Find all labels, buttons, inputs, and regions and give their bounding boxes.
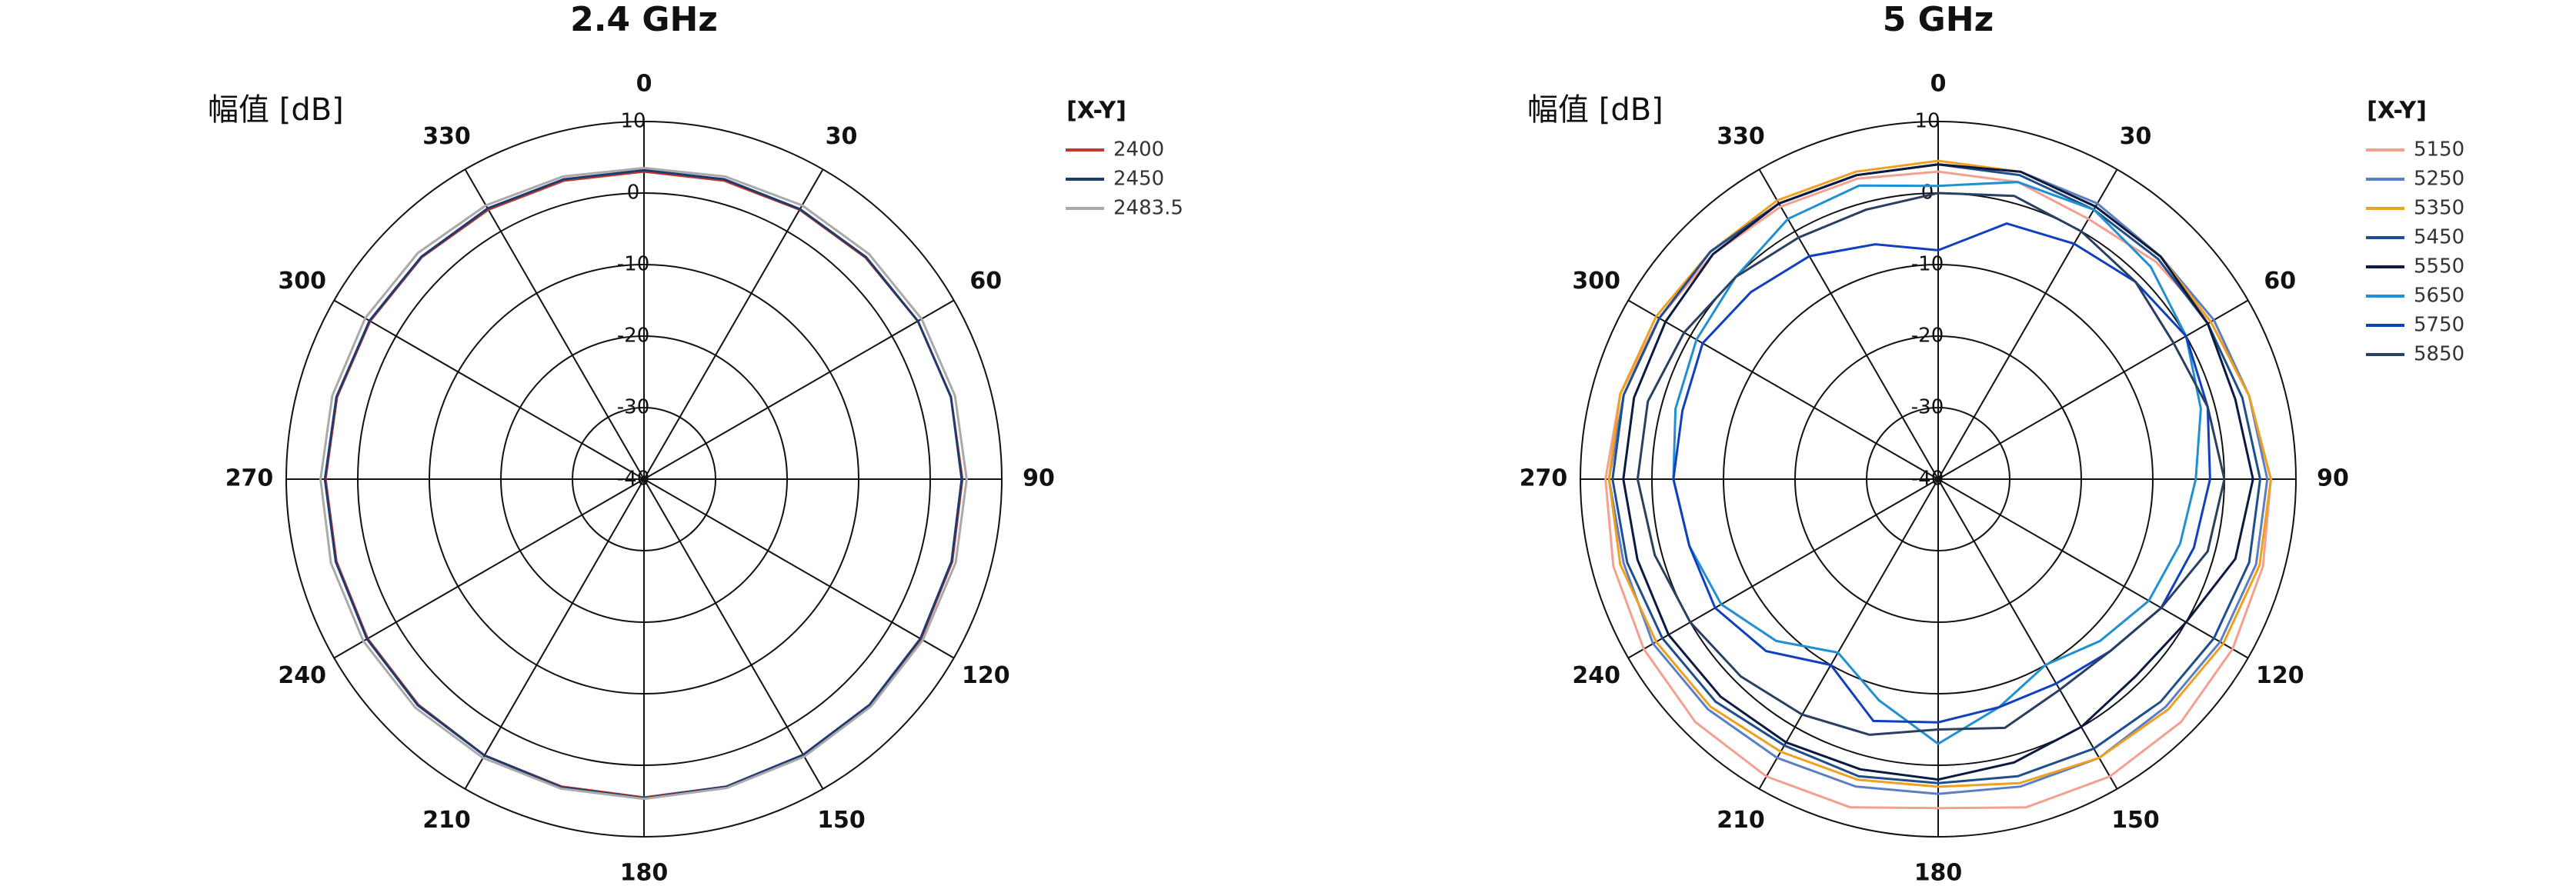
angle-tick-label: 180 — [1914, 860, 1963, 886]
radial-tick-label: 0 — [1921, 182, 1934, 205]
grid-spoke — [464, 168, 645, 480]
angle-tick-label: 90 — [1023, 465, 1055, 492]
radial-tick-label: -40 — [1911, 468, 1944, 491]
grid-spoke — [1937, 299, 2249, 480]
angle-tick-label: 30 — [826, 123, 858, 150]
radial-tick-label: -20 — [617, 325, 649, 348]
grid-spoke — [643, 478, 955, 659]
angle-tick-label: 210 — [422, 807, 471, 834]
legend-label: 5650 — [2414, 285, 2464, 308]
grid-spoke — [1627, 478, 1939, 659]
grid-spoke — [643, 168, 824, 480]
angle-tick-label: 0 — [636, 71, 652, 98]
grid-spoke — [1937, 478, 2249, 659]
grid-spoke — [1758, 168, 1939, 480]
grid-spoke — [464, 478, 645, 790]
angle-tick-label: 300 — [278, 268, 326, 295]
angle-tick-label: 60 — [2264, 268, 2296, 295]
radial-tick-label: 10 — [1914, 110, 1940, 133]
angle-tick-label: 150 — [817, 807, 866, 834]
series-line — [1672, 222, 2211, 724]
radial-tick-label: 10 — [620, 110, 646, 133]
legend-title: [X-Y] — [1066, 98, 1126, 125]
radial-tick-label: -10 — [617, 253, 649, 276]
angle-tick-label: 180 — [620, 860, 669, 886]
series-line — [319, 166, 968, 801]
legend-label: 5150 — [2414, 138, 2464, 162]
polar-chart: 5 GHz 幅值 [dB] 0 30 60 90 120 150 180 210 240 270 300… — [1520, 0, 2464, 886]
legend-title: [X-Y] — [2367, 98, 2427, 125]
radial-tick-label: 0 — [627, 182, 640, 205]
grid-spoke — [643, 478, 824, 790]
angle-tick-label: 90 — [2317, 465, 2349, 492]
angle-tick-label: 120 — [2256, 662, 2304, 689]
legend-label: 5250 — [2414, 168, 2464, 191]
angle-tick-label: 270 — [1520, 465, 1568, 492]
angle-tick-label: 330 — [1717, 123, 1765, 150]
radial-axis-label: 幅值 [dB] — [208, 92, 344, 128]
angle-tick-label: 60 — [969, 268, 1002, 295]
grid-spoke — [1937, 168, 2118, 480]
grid-spoke — [1627, 299, 1939, 480]
radial-tick-label: -40 — [617, 468, 649, 491]
radial-tick-label: -30 — [1911, 396, 1944, 419]
polar-chart: 2.4 GHz 幅值 [dB] 0 30 60 90 120 150 180 210 240 270 3… — [208, 0, 1183, 886]
chart-title: 5 GHz — [1883, 0, 1994, 39]
grid-spoke — [333, 299, 645, 480]
angle-tick-label: 270 — [225, 465, 274, 492]
angle-tick-label: 240 — [278, 662, 326, 689]
angle-tick-label: 330 — [422, 123, 471, 150]
chart-title: 2.4 GHz — [570, 0, 718, 39]
series-line — [1636, 192, 2226, 736]
angle-tick-label: 210 — [1717, 807, 1765, 834]
legend-label: 5850 — [2414, 343, 2464, 366]
angle-tick-label: 240 — [1572, 662, 1620, 689]
legend-label: 5750 — [2414, 314, 2464, 337]
legend-label: 5550 — [2414, 255, 2464, 278]
radial-tick-label: -10 — [1911, 253, 1944, 276]
legend-label: 5450 — [2414, 226, 2464, 249]
angle-tick-label: 120 — [962, 662, 1010, 689]
grid-spoke — [1758, 478, 1939, 790]
angle-tick-label: 150 — [2111, 807, 2160, 834]
angle-tick-label: 300 — [1572, 268, 1620, 295]
legend-label: 2483.5 — [1113, 197, 1183, 220]
series-line — [1607, 159, 2272, 788]
legend-label: 2450 — [1113, 168, 1164, 191]
angle-tick-label: 0 — [1930, 71, 1947, 98]
grid-spoke — [333, 478, 645, 659]
radial-tick-label: -30 — [617, 396, 649, 419]
angle-tick-label: 30 — [2120, 123, 2152, 150]
legend-label: 5350 — [2414, 197, 2464, 220]
radial-tick-label: -20 — [1911, 325, 1944, 348]
legend-label: 2400 — [1113, 138, 1164, 162]
series-line — [1622, 163, 2254, 781]
radial-axis-label: 幅值 [dB] — [1527, 92, 1663, 128]
grid-spoke — [643, 299, 955, 480]
grid-spoke — [1937, 478, 2118, 790]
